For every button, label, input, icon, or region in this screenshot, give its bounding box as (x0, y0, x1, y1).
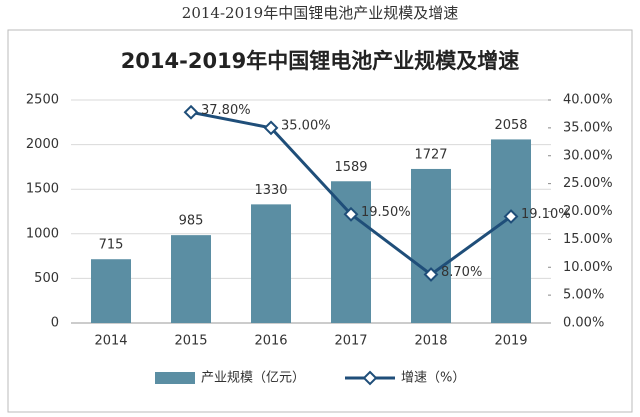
x-tick-label: 2018 (414, 334, 447, 349)
bar-label: 1727 (414, 147, 447, 162)
legend-marker (362, 370, 378, 386)
line-marker (423, 267, 439, 282)
page-caption: 2014-2019年中国锂电池产业规模及增速 (182, 4, 458, 22)
bar-label: 1330 (254, 183, 287, 198)
line-label: 8.70% (441, 265, 482, 280)
line-marker (343, 206, 359, 222)
y2-tick-label: 25.00% (563, 176, 613, 191)
bar-label: 715 (99, 238, 124, 253)
y-tick-label: 2500 (26, 93, 59, 108)
y-tick-label: 2000 (26, 137, 59, 152)
line-marker (183, 104, 199, 120)
bar-label: 2058 (494, 118, 527, 133)
y-tick-label: 500 (34, 271, 59, 286)
line-label: 35.00% (281, 118, 331, 133)
y2-tick-label: 20.00% (563, 204, 613, 219)
x-tick-label: 2016 (254, 334, 287, 349)
line-label: 19.50% (361, 205, 411, 220)
x-tick-label: 2014 (94, 334, 127, 349)
y2-tick-label: 15.00% (563, 232, 613, 247)
y-tick-label: 1500 (26, 182, 59, 197)
line-marker (503, 209, 519, 224)
line-label: 19.10% (521, 207, 571, 222)
x-tick-label: 2019 (494, 334, 527, 349)
y2-tick-label: 0.00% (563, 316, 604, 331)
y-tick-label: 1000 (26, 226, 59, 241)
line-marker (263, 120, 279, 136)
bar (171, 235, 211, 323)
y2-tick-label: 10.00% (563, 260, 613, 275)
y2-tick-label: 40.00% (563, 93, 613, 108)
bar (251, 204, 291, 323)
y2-tick-label: 30.00% (563, 148, 613, 163)
legend-swatch (155, 372, 195, 384)
bar (411, 168, 451, 323)
y2-tick-label: 5.00% (563, 288, 604, 303)
legend-label: 增速（%） (401, 371, 465, 386)
line-label: 37.80% (201, 103, 251, 118)
bar (331, 181, 371, 323)
y-tick-label: 0 (51, 316, 59, 331)
x-tick-label: 2017 (334, 334, 367, 349)
legend-label: 产业规模（亿元） (201, 371, 305, 386)
bar-label: 1589 (334, 160, 367, 175)
chart-title: 2014-2019年中国锂电池产业规模及增速 (121, 49, 520, 73)
bar (91, 259, 131, 323)
y2-tick-label: 35.00% (563, 120, 613, 135)
x-tick-label: 2015 (174, 334, 207, 349)
bar-label: 985 (179, 214, 204, 229)
bar (491, 139, 531, 323)
